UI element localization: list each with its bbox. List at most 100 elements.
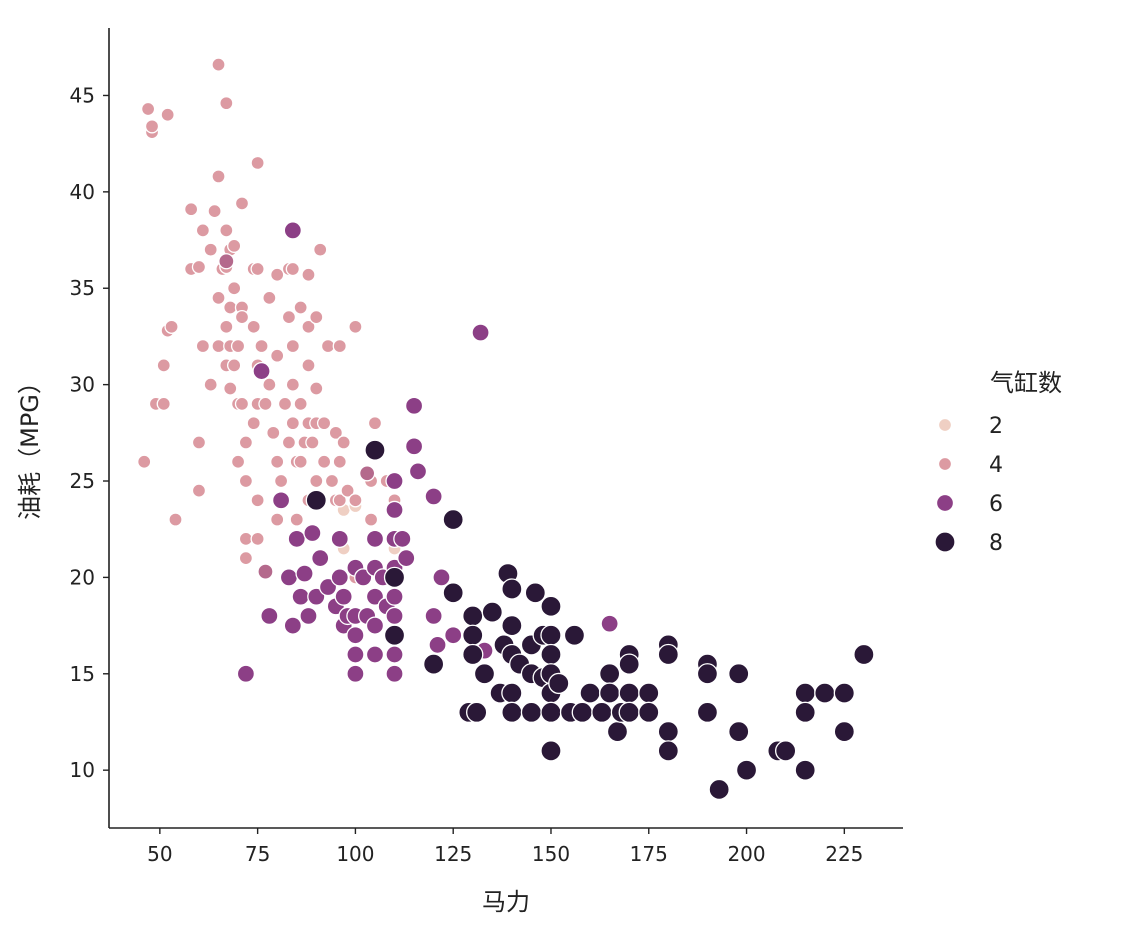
y-tick-label: 30 <box>70 373 95 397</box>
data-point <box>279 568 299 587</box>
data-point <box>156 358 171 373</box>
data-point <box>270 267 285 282</box>
data-point <box>266 425 281 440</box>
x-tick-label: 50 <box>147 842 172 866</box>
data-point <box>422 653 445 675</box>
data-point <box>252 361 271 381</box>
legend-items: 2 4 6 8 <box>934 414 1003 556</box>
data-point <box>271 491 291 510</box>
data-point <box>230 338 246 354</box>
data-point <box>346 645 365 664</box>
data-point <box>696 701 719 723</box>
data-point <box>385 606 404 626</box>
data-point <box>156 396 171 412</box>
data-point <box>137 454 152 469</box>
data-point <box>223 381 238 396</box>
y-tick-label: 20 <box>70 565 95 589</box>
data-point <box>346 664 365 683</box>
data-point <box>144 119 160 134</box>
data-point <box>599 663 621 685</box>
data-point <box>305 489 327 511</box>
data-point <box>281 310 297 325</box>
data-point <box>332 454 347 469</box>
data-point <box>354 568 373 587</box>
data-point <box>548 672 570 695</box>
data-point <box>814 682 836 704</box>
data-point <box>606 720 629 743</box>
data-point <box>260 606 279 626</box>
data-point <box>227 358 242 373</box>
data-point <box>332 338 347 354</box>
data-point <box>207 203 222 219</box>
data-point <box>219 319 234 334</box>
data-point <box>385 664 404 683</box>
data-point <box>385 471 404 491</box>
x-tick-label: 175 <box>630 842 668 866</box>
data-point <box>270 348 285 363</box>
data-point <box>571 701 593 723</box>
data-point <box>340 483 355 498</box>
data-point <box>211 338 226 354</box>
data-point <box>428 635 447 655</box>
data-point <box>481 601 503 623</box>
data-point <box>794 682 816 704</box>
y-tick-label: 40 <box>70 180 95 204</box>
data-point <box>227 238 242 253</box>
data-point <box>301 267 316 282</box>
data-point <box>336 435 351 450</box>
data-point <box>234 196 250 211</box>
legend: 气缸数 2 4 6 8 <box>934 369 1062 556</box>
data-point <box>638 701 660 723</box>
data-point <box>223 300 238 315</box>
data-point <box>444 626 463 645</box>
y-tick-label: 25 <box>70 469 95 493</box>
data-point <box>833 682 855 704</box>
data-point <box>501 578 523 600</box>
data-point <box>250 155 265 171</box>
legend-marker <box>935 493 955 513</box>
data-point <box>262 290 277 306</box>
data-point <box>324 473 340 489</box>
data-point <box>657 740 679 762</box>
data-point <box>540 595 562 617</box>
data-point <box>283 616 302 635</box>
data-point <box>270 512 285 527</box>
data-point <box>328 425 344 440</box>
data-point <box>853 643 875 666</box>
x-tick-label: 75 <box>245 842 270 866</box>
data-point <box>385 645 404 664</box>
data-point <box>313 242 328 257</box>
y-tick-label: 45 <box>70 83 95 107</box>
data-point <box>219 223 234 238</box>
data-point <box>365 616 385 635</box>
data-point <box>270 454 285 469</box>
data-point <box>346 626 365 645</box>
data-point <box>618 701 640 723</box>
data-point <box>250 493 265 508</box>
data-point <box>285 416 300 431</box>
legend-label: 2 <box>989 414 1003 439</box>
data-point <box>794 701 816 723</box>
x-axis-title: 马力 <box>482 888 530 916</box>
data-point <box>540 701 562 723</box>
data-point <box>293 396 308 412</box>
data-point <box>348 319 363 334</box>
data-point <box>320 338 336 354</box>
data-point <box>501 614 523 637</box>
legend-label: 6 <box>989 492 1003 517</box>
legend-marker <box>937 456 953 472</box>
data-point <box>563 624 586 646</box>
data-point <box>234 310 250 325</box>
data-point <box>365 587 385 606</box>
data-point <box>291 587 310 606</box>
data-point <box>195 223 211 238</box>
data-point <box>238 531 254 546</box>
data-point <box>365 529 385 548</box>
data-point <box>442 582 464 604</box>
data-point <box>236 664 256 683</box>
data-point <box>281 435 297 450</box>
data-point <box>501 682 523 704</box>
data-point <box>191 259 207 275</box>
data-point <box>462 624 484 646</box>
data-point <box>408 462 428 481</box>
